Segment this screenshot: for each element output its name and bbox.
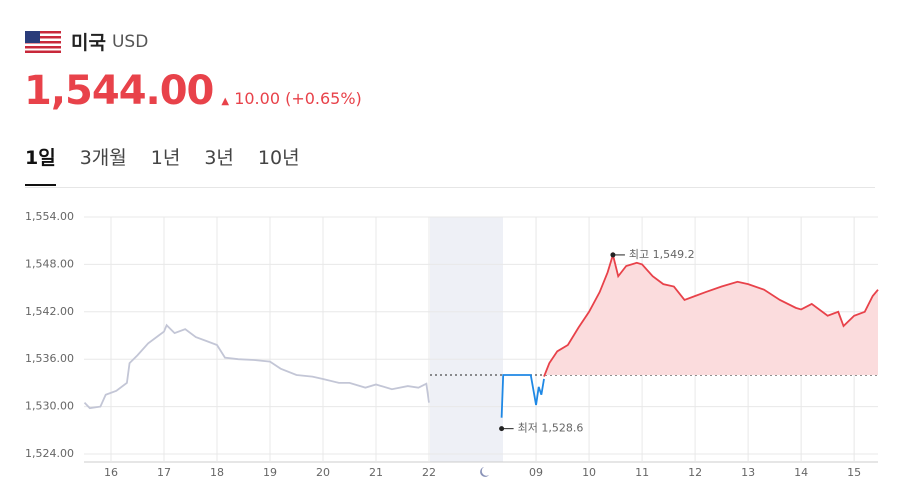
x-tick-label: 20 (316, 466, 330, 479)
annotation-label: 최저 1,528.6 (518, 422, 584, 435)
annotation-dot (499, 426, 505, 432)
x-tick-label: 19 (263, 466, 277, 479)
annotation-label: 최고 1,549.2 (629, 248, 695, 261)
x-tick-label: 15 (847, 466, 861, 479)
currency-name: 미국 (71, 32, 106, 54)
x-tick-label: 16 (104, 466, 118, 479)
line (83, 323, 430, 410)
y-tick-label: 1,542.00 (25, 305, 74, 318)
y-tick-label: 1,554.00 (25, 210, 74, 223)
moon-icon (480, 467, 489, 477)
flag-icon (25, 30, 61, 53)
x-tick-label: 09 (529, 466, 543, 479)
x-tick-label: 18 (210, 466, 224, 479)
x-tick-label: 17 (157, 466, 171, 479)
tab[interactable]: 3개월 (79, 147, 127, 169)
tab[interactable]: 10년 (257, 147, 300, 169)
tab[interactable]: 1일 (25, 143, 56, 186)
x-tick-label: 12 (688, 466, 702, 479)
line (500, 374, 545, 418)
line (543, 251, 879, 377)
x-tick-label: 10 (582, 466, 596, 479)
separator (25, 187, 875, 188)
x-tick-label: 14 (794, 466, 808, 479)
y-tick-label: 1,548.00 (25, 257, 74, 270)
annotation-dot (610, 252, 616, 258)
price-block: 1,544.00 ▲ 10.00 (+0.65%) (24, 68, 362, 114)
x-tick-label: 11 (635, 466, 649, 479)
period-tabs: 1일 3개월 1년 3년 10년 (25, 143, 300, 186)
area (544, 254, 878, 377)
currency-code: USD (111, 31, 149, 52)
y-tick-label: 1,524.00 (25, 447, 74, 460)
y-tick-label: 1,536.00 (25, 352, 74, 365)
currency-header: 미국 USD (25, 28, 148, 55)
x-tick-label: 22 (422, 466, 436, 479)
night-band (430, 217, 503, 462)
y-tick-label: 1,530.00 (25, 400, 74, 413)
x-tick-label: 13 (741, 466, 755, 479)
change-text: 10.00 (+0.65%) (234, 89, 362, 108)
price: 1,544.00 (24, 68, 214, 114)
tab[interactable]: 3년 (204, 147, 234, 169)
tab[interactable]: 1년 (150, 147, 181, 169)
change: ▲ 10.00 (+0.65%) (221, 89, 362, 108)
x-tick-label: 21 (369, 466, 383, 479)
